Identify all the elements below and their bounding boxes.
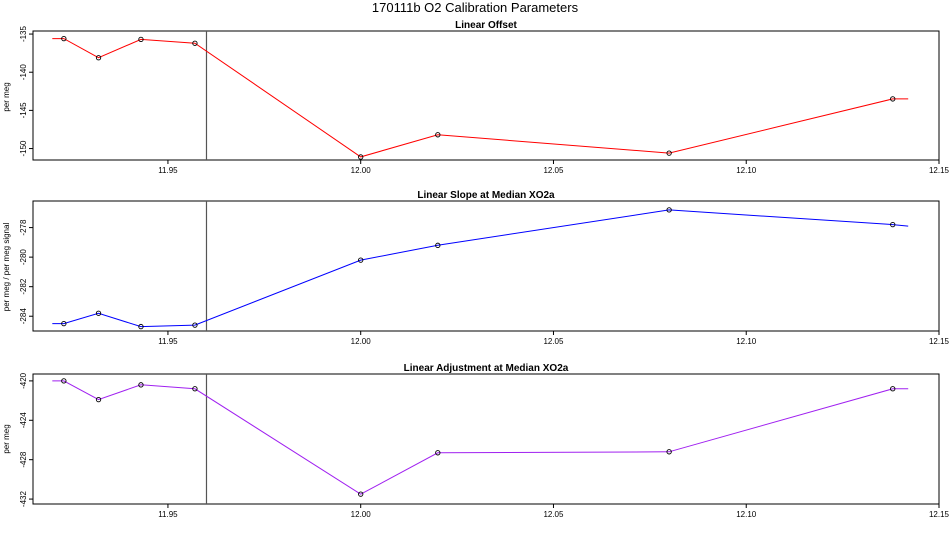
data-point	[358, 154, 364, 160]
y-axis-label: per meg	[2, 424, 11, 453]
data-point	[435, 450, 441, 456]
x-tick-label: 12.05	[543, 166, 564, 175]
x-tick-label: 12.10	[736, 337, 757, 346]
data-point	[95, 310, 102, 316]
x-tick-label: 12.10	[736, 510, 757, 519]
data-point	[95, 396, 102, 403]
data-point	[890, 386, 896, 392]
data-point	[890, 221, 896, 228]
x-tick-label: 12.05	[543, 510, 564, 519]
y-axis-label: per meg / per meg signal	[2, 223, 11, 312]
data-point	[61, 35, 67, 42]
y-tick-label: -135	[19, 25, 28, 42]
x-tick-label: 12.00	[351, 337, 372, 346]
plot-frame	[32, 30, 940, 161]
panel-linear-slope: Linear Slope at Median XO2a per meg / pe…	[2, 190, 950, 346]
x-tick-label: 12.15	[929, 510, 950, 519]
y-tick-label: -278	[19, 219, 28, 236]
panel-title: Linear Offset	[455, 20, 517, 31]
series-line	[52, 209, 909, 328]
y-tick-label: -150	[19, 140, 28, 157]
plot-frame	[32, 373, 940, 505]
y-tick-label: -140	[19, 64, 28, 81]
data-point	[666, 449, 672, 455]
x-tick-label: 12.00	[351, 166, 372, 175]
figure-title: 170111b O2 Calibration Parameters	[372, 0, 579, 15]
data-point	[435, 132, 441, 138]
y-axis-label: per meg	[2, 82, 11, 111]
y-tick-label: -428	[19, 451, 28, 468]
plot-frame	[32, 200, 940, 332]
data-point	[666, 207, 672, 213]
x-tick-label: 11.95	[158, 337, 178, 346]
y-tick-label: -424	[19, 412, 28, 429]
series-line	[52, 380, 909, 495]
y-tick-label: -284	[19, 308, 28, 325]
data-point	[435, 242, 441, 248]
data-point	[61, 320, 67, 327]
data-point	[192, 322, 198, 328]
y-tick-label: -145	[19, 102, 28, 119]
y-tick-label: -282	[19, 278, 28, 295]
x-tick-label: 12.10	[736, 166, 757, 175]
panel-title: Linear Slope at Median XO2a	[417, 190, 555, 201]
x-tick-label: 11.95	[158, 510, 178, 519]
data-point	[138, 382, 144, 388]
data-point	[192, 386, 198, 392]
panel-linear-adjustment: Linear Adjustment at Median XO2a per meg…	[2, 363, 950, 519]
x-tick-label: 12.05	[543, 337, 564, 346]
x-tick-label: 11.95	[158, 166, 178, 175]
y-tick-label: -432	[19, 491, 28, 508]
data-point	[890, 96, 896, 102]
data-point	[358, 491, 364, 497]
data-point	[138, 323, 144, 330]
x-tick-label: 12.00	[351, 510, 372, 519]
x-tick-label: 12.15	[929, 337, 950, 346]
x-tick-label: 12.15	[929, 166, 950, 175]
y-tick-label: -420	[19, 372, 28, 389]
data-point	[95, 55, 102, 61]
y-tick-label: -280	[19, 249, 28, 266]
data-point	[192, 40, 198, 46]
data-point	[138, 36, 144, 43]
series-line	[52, 38, 909, 158]
panel-title: Linear Adjustment at Median XO2a	[404, 363, 569, 374]
data-point	[666, 150, 672, 156]
data-point	[358, 257, 364, 263]
panel-linear-offset: Linear Offset per meg 11.95 12.00 12.05 12.…	[2, 20, 950, 175]
data-point	[61, 378, 67, 384]
